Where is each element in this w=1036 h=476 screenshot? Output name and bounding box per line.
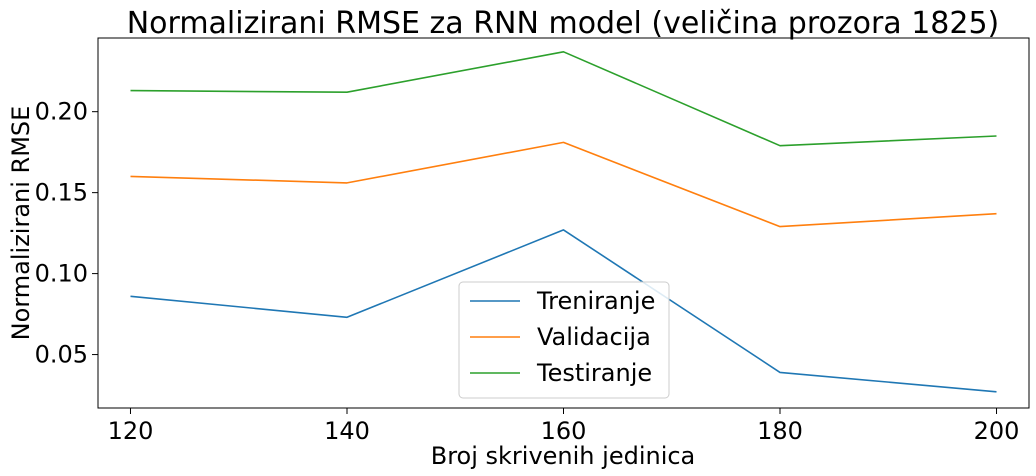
y-tick-label: 0.10 bbox=[35, 260, 88, 288]
x-tick-label: 160 bbox=[541, 417, 587, 445]
legend-label-testiranje: Testiranje bbox=[536, 359, 652, 387]
series-line-treniranje bbox=[130, 229, 997, 393]
series-line-validacija bbox=[130, 141, 997, 228]
y-axis-label: Normalizirani RMSE bbox=[7, 106, 35, 341]
x-axis-label: Broj skrivenih jedinica bbox=[431, 442, 696, 470]
x-tick-label: 200 bbox=[974, 417, 1020, 445]
y-axis: 0.05 0.10 0.15 0.20 bbox=[35, 98, 98, 369]
series-line-testiranje bbox=[130, 50, 997, 147]
y-tick-label: 0.05 bbox=[35, 341, 88, 369]
x-tick-label: 180 bbox=[757, 417, 803, 445]
legend-label-validacija: Validacija bbox=[537, 323, 651, 351]
chart-title: Normalizirani RMSE za RNN model (veličin… bbox=[127, 6, 1000, 41]
y-tick-label: 0.20 bbox=[35, 98, 88, 126]
y-tick-label: 0.15 bbox=[35, 179, 88, 207]
legend: Treniranje Validacija Testiranje bbox=[458, 281, 670, 399]
x-tick-label: 140 bbox=[324, 417, 370, 445]
legend-frame bbox=[458, 281, 670, 399]
x-axis: 120 140 160 180 200 bbox=[108, 408, 1020, 445]
x-tick-label: 120 bbox=[108, 417, 154, 445]
legend-label-treniranje: Treniranje bbox=[536, 287, 655, 315]
series-lines bbox=[130, 50, 997, 393]
